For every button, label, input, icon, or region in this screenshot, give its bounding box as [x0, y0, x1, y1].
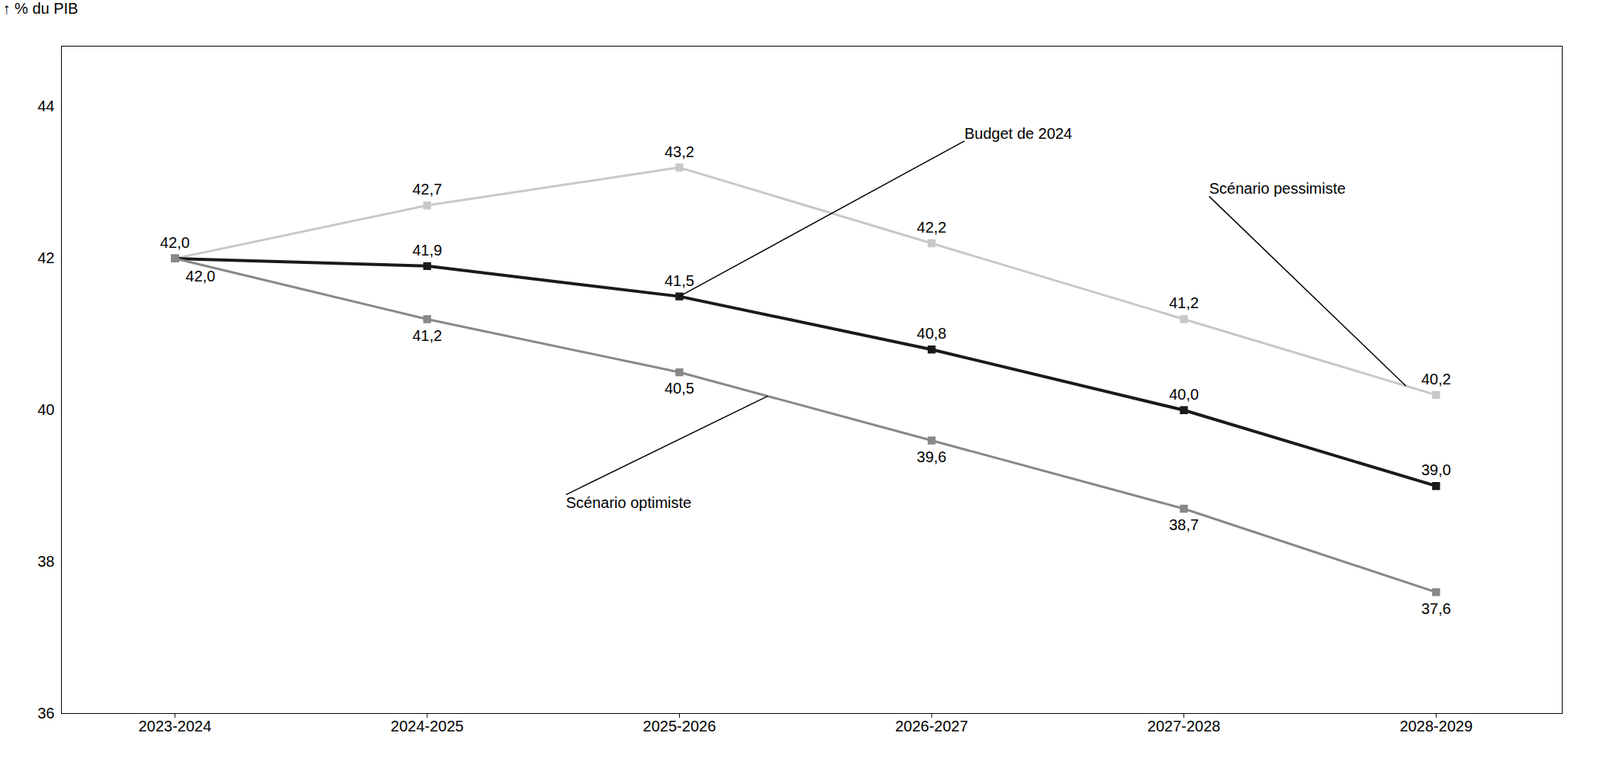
svg-text:↑ % du PIB: ↑ % du PIB — [3, 0, 79, 17]
svg-text:42,0: 42,0 — [185, 267, 216, 285]
svg-text:38,7: 38,7 — [1168, 516, 1199, 534]
svg-text:2026-2027: 2026-2027 — [894, 717, 969, 735]
svg-text:41,2: 41,2 — [1168, 294, 1199, 312]
svg-text:42: 42 — [37, 249, 55, 267]
svg-text:40,2: 40,2 — [1421, 370, 1452, 388]
svg-text:2023-2024: 2023-2024 — [138, 717, 212, 735]
svg-text:40,8: 40,8 — [917, 325, 947, 342]
svg-text:Scénario pessimiste: Scénario pessimiste — [1209, 180, 1346, 197]
svg-text:38: 38 — [37, 553, 55, 570]
svg-text:Scénario optimiste: Scénario optimiste — [566, 494, 693, 512]
svg-text:40: 40 — [37, 401, 55, 419]
svg-text:2025-2026: 2025-2026 — [643, 717, 717, 735]
svg-text:40,0: 40,0 — [1168, 386, 1199, 403]
svg-text:41,5: 41,5 — [664, 272, 695, 290]
svg-text:42,7: 42,7 — [412, 180, 442, 198]
svg-text:40,5: 40,5 — [664, 379, 695, 397]
svg-text:2024-2025: 2024-2025 — [390, 717, 464, 735]
svg-text:41,9: 41,9 — [412, 241, 442, 259]
svg-text:Budget de 2024: Budget de 2024 — [964, 125, 1073, 142]
svg-text:44: 44 — [37, 97, 55, 115]
svg-text:43,2: 43,2 — [664, 143, 695, 161]
svg-text:37,6: 37,6 — [1421, 600, 1452, 618]
svg-text:41,2: 41,2 — [412, 327, 442, 345]
svg-text:39,0: 39,0 — [1421, 461, 1452, 479]
svg-text:42,2: 42,2 — [917, 218, 947, 236]
svg-text:2027-2028: 2027-2028 — [1147, 717, 1221, 735]
svg-text:2028-2029: 2028-2029 — [1399, 717, 1473, 735]
svg-text:42,0: 42,0 — [160, 234, 190, 252]
svg-text:36: 36 — [37, 705, 55, 722]
svg-text:39,6: 39,6 — [917, 448, 947, 466]
